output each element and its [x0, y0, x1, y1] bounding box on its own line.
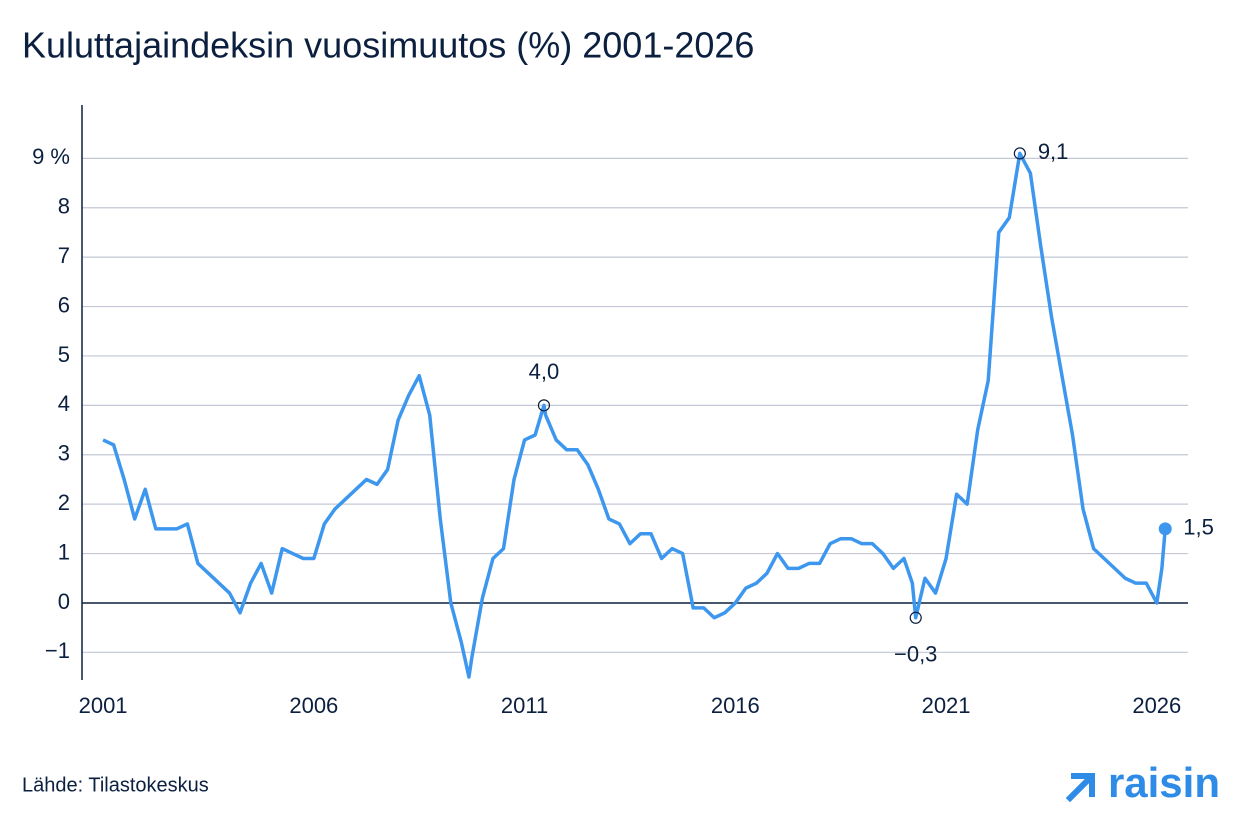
y-tick-label: 9 % — [32, 144, 70, 169]
logo: raisin — [1108, 759, 1220, 806]
chart-title: Kuluttajaindeksin vuosimuutos (%) 2001-2… — [22, 25, 754, 66]
annotation-label: 9,1 — [1038, 139, 1069, 164]
y-tick-label: 5 — [58, 342, 70, 367]
data-line — [102, 151, 1167, 679]
x-tick-label: 2006 — [289, 693, 338, 718]
annotation-marker — [537, 399, 551, 412]
y-tick-label: 0 — [58, 589, 70, 614]
x-tick-label: 2026 — [1132, 693, 1181, 718]
y-tick-label: 3 — [58, 441, 70, 466]
annotation-label: 1,5 — [1183, 515, 1214, 540]
annotation-marker — [1158, 522, 1172, 536]
x-tick-label: 2021 — [922, 693, 971, 718]
y-tick-label: 8 — [58, 194, 70, 219]
x-tick-label: 2011 — [501, 693, 548, 718]
annotation-marker — [1013, 147, 1026, 160]
y-tick-label: 6 — [58, 292, 70, 317]
source: Lähde: Tilastokeskus — [22, 774, 209, 796]
logo-icon — [1065, 773, 1095, 803]
y-tick-label: 2 — [58, 490, 70, 515]
y-tick-label: 1 — [58, 539, 70, 564]
annotation-marker — [909, 611, 922, 624]
y-tick-label: 7 — [58, 243, 70, 268]
x-tick-label: 2016 — [711, 693, 760, 718]
x-tick-label: 2001 — [79, 693, 128, 718]
annotation-label: −0,3 — [894, 642, 937, 667]
y-tick-label: −1 — [45, 638, 70, 663]
annotation-label: 4,0 — [529, 359, 560, 384]
y-tick-label: 4 — [58, 391, 70, 416]
